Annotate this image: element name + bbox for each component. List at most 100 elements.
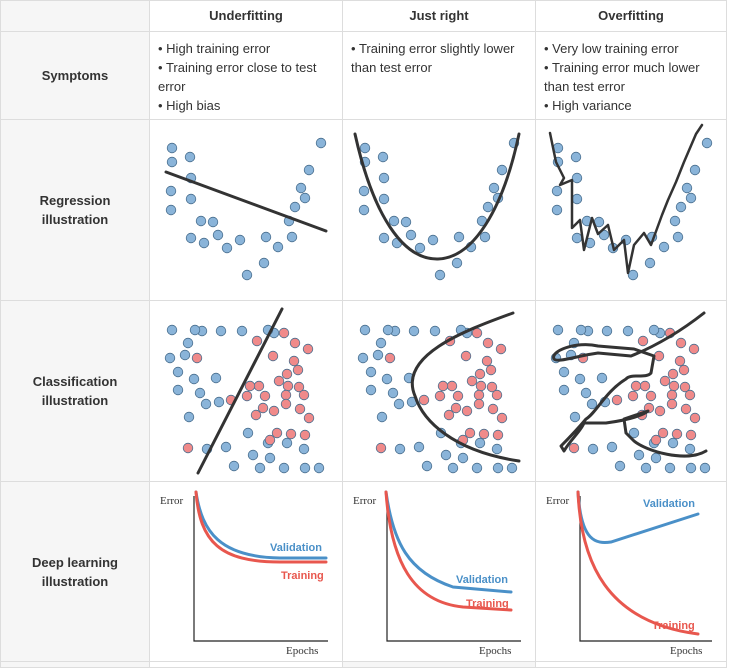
regression-point [358,204,370,216]
regression-point [388,215,400,227]
regression-point [295,182,307,194]
regression-point [685,192,697,204]
class-a-point [298,443,310,455]
class-b-point [486,381,498,393]
class-b-point [679,381,691,393]
x-axis-label: Epochs [479,645,511,657]
regression-point [358,185,370,197]
class-b-point [630,380,642,392]
class-b-point [303,412,315,424]
regression-point [221,242,233,254]
class-a-point [372,349,384,361]
class-a-point [188,373,200,385]
class-a-point [247,449,259,461]
validation-label: Validation [643,498,695,510]
regression-point [644,257,656,269]
class-b-point [654,405,666,417]
class-b-point [667,368,679,380]
class-b-point [268,405,280,417]
class-b-point [299,429,311,441]
class-a-point [569,411,581,423]
class-b-point [384,352,396,364]
training-curve [384,490,513,612]
class-b-point [191,352,203,364]
classification-overfitting [535,300,727,482]
footer-strip [0,661,150,668]
class-a-point [650,452,662,464]
class-b-point [688,343,700,355]
class-a-point [172,366,184,378]
class-a-point [558,366,570,378]
footer-strip [342,661,536,668]
class-b-point [680,403,692,415]
class-a-point [182,337,194,349]
class-a-point [667,437,679,449]
class-a-point [200,398,212,410]
regression-point [166,142,178,154]
footer-strip [149,661,343,668]
class-b-point [452,390,464,402]
class-b-point [294,403,306,415]
regression-point [672,231,684,243]
regression-point [185,193,197,205]
symptom-item: Training error slightly lower than test … [351,39,529,77]
class-a-point [447,462,459,474]
row-header-classification: Classification illustration [0,300,150,482]
regression-point [212,229,224,241]
class-a-point [574,373,586,385]
class-a-point [387,387,399,399]
row-header-classification-line2: illustration [41,393,109,408]
class-a-point [264,452,276,464]
symptoms-just-right: Training error slightly lower than test … [342,31,536,120]
row-header-regression: Regression illustration [0,119,150,301]
regression-point [571,232,583,244]
class-b-point [273,375,285,387]
class-a-point [228,460,240,472]
regression-point [234,234,246,246]
class-a-point [393,398,405,410]
class-a-point [606,441,618,453]
regression-point [414,242,426,254]
regression-point [427,234,439,246]
regression-point [551,185,563,197]
regression-point [571,172,583,184]
class-b-point [443,409,455,421]
regression-point [627,269,639,281]
class-b-point [278,327,290,339]
symptom-item: High bias [158,96,336,115]
class-b-point [671,428,683,440]
training-curve [576,490,700,636]
class-a-point [580,387,592,399]
class-b-point [568,442,580,454]
class-a-point [587,443,599,455]
regression-point [315,137,327,149]
class-a-point [474,437,486,449]
class-a-point [164,352,176,364]
class-a-point [254,462,266,474]
regression-point [185,232,197,244]
class-b-point [293,381,305,393]
class-b-point [675,337,687,349]
class-b-point [474,368,486,380]
regression-point [405,229,417,241]
decision-boundary [552,311,708,458]
class-b-point [492,429,504,441]
class-b-point [253,380,265,392]
deep-learning-just-right: Error Epochs Validation Training [342,481,536,662]
regression-point [451,257,463,269]
training-label: Training [466,598,509,610]
regression-point [570,151,582,163]
class-b-point [450,402,462,414]
regression-point [303,164,315,176]
class-a-point [278,462,290,474]
classification-overfitting-plot [550,311,711,474]
class-a-point [440,449,452,461]
class-a-point [236,325,248,337]
deep-learning-overfitting: Error Epochs Validation Training [535,481,727,662]
class-a-point [281,437,293,449]
regression-just-right [342,119,536,301]
regression-point [669,215,681,227]
regression-point [377,151,389,163]
regression-point [260,231,272,243]
regression-point [571,193,583,205]
